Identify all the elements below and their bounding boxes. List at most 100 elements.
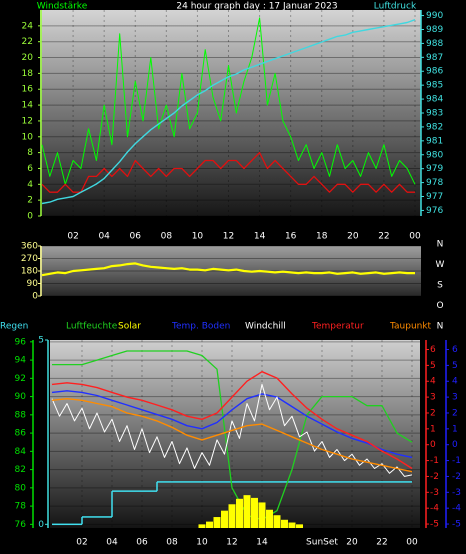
series-line bbox=[41, 17, 416, 185]
x-tick-label: 12 bbox=[223, 232, 234, 242]
direction-label: N bbox=[437, 240, 444, 250]
direction-label: N bbox=[437, 322, 444, 332]
y-tick-label: 4 bbox=[27, 180, 33, 190]
y-tick-label: 78 bbox=[15, 502, 27, 512]
y-tick-label: 989 bbox=[426, 25, 443, 35]
x-tick-label: 06 bbox=[136, 538, 148, 548]
y-tick-label: 24 bbox=[22, 21, 34, 31]
solar-bar bbox=[296, 524, 303, 528]
x-tick-label: 00 bbox=[409, 232, 421, 242]
x-tick-label: 22 bbox=[378, 232, 389, 242]
y-tick-label: 983 bbox=[426, 109, 443, 119]
y-tick-label: 4 bbox=[430, 377, 436, 387]
y-tick-label: -1 bbox=[452, 456, 461, 466]
series-line bbox=[51, 398, 413, 473]
x-tick-label: 22 bbox=[376, 538, 387, 548]
x-tick-label: 12 bbox=[226, 538, 237, 548]
y-tick-label: 3 bbox=[452, 393, 458, 403]
y-tick-label: 990 bbox=[426, 11, 443, 21]
legend-label: Taupunkt bbox=[389, 322, 432, 332]
y-tick-label: 180 bbox=[21, 267, 38, 277]
y-tick-label: -2 bbox=[430, 472, 439, 482]
y-tick-label: 1 bbox=[430, 424, 436, 434]
series-line bbox=[51, 371, 413, 470]
y-tick-label: -5 bbox=[430, 520, 439, 530]
y-tick-label: 86 bbox=[15, 429, 27, 439]
y-tick-label: 5 bbox=[430, 361, 436, 371]
y-tick-label: 22 bbox=[22, 37, 33, 47]
y-tick-label: 94 bbox=[15, 356, 27, 366]
y-tick-label: 2 bbox=[430, 408, 436, 418]
x-tick-label: 16 bbox=[285, 232, 297, 242]
y-tick-label: 6 bbox=[430, 345, 436, 355]
y-tick-label: 96 bbox=[15, 337, 27, 347]
direction-label: S bbox=[437, 281, 443, 291]
y-tick-label: 84 bbox=[15, 447, 27, 457]
y-tick-label: 8 bbox=[27, 148, 33, 158]
x-tick-label: 08 bbox=[166, 538, 178, 548]
y-axis-title: Windstärke bbox=[37, 2, 88, 12]
y-tick-label: 5 bbox=[452, 361, 458, 371]
y-tick-label: 976 bbox=[426, 206, 443, 216]
solar-bar bbox=[288, 522, 296, 528]
x-tick-label: SunSet bbox=[306, 538, 338, 548]
x-tick-label: 02 bbox=[67, 232, 78, 242]
x-tick-label: 14 bbox=[256, 538, 268, 548]
x-tick-label: 20 bbox=[347, 232, 359, 242]
x-tick-label: 06 bbox=[130, 232, 142, 242]
legend-label: Solar bbox=[118, 322, 141, 332]
solar-bar bbox=[206, 521, 213, 528]
legend-label: Luftfeuchte bbox=[66, 322, 118, 332]
y-tick-label: 978 bbox=[426, 178, 443, 188]
chart-title: 24 hour graph day : 17 Januar 2023 bbox=[176, 2, 337, 12]
x-tick-label: 08 bbox=[161, 232, 173, 242]
legend-label: Regen bbox=[0, 322, 28, 332]
y-tick-label: 360 bbox=[21, 242, 38, 252]
solar-bar bbox=[221, 510, 228, 528]
solar-bar bbox=[236, 498, 243, 528]
y-tick-label: 0 bbox=[27, 212, 33, 222]
series-line bbox=[41, 19, 416, 205]
y-tick-label: 18 bbox=[22, 69, 34, 79]
x-tick-label: 10 bbox=[196, 538, 208, 548]
direction-label: W bbox=[436, 260, 445, 270]
y-tick-label: 90 bbox=[15, 392, 27, 402]
y-tick-label: 10 bbox=[22, 132, 34, 142]
y-tick-label: 0 bbox=[430, 440, 436, 450]
x-tick-label: 04 bbox=[106, 538, 118, 548]
series-line bbox=[52, 350, 413, 521]
direction-label: O bbox=[436, 301, 443, 311]
y-tick-label: 6 bbox=[452, 345, 458, 355]
x-tick-label: 20 bbox=[346, 538, 358, 548]
y-tick-label: 2 bbox=[27, 196, 33, 206]
y-tick-label: 20 bbox=[22, 53, 34, 63]
y-tick-label: 92 bbox=[15, 374, 26, 384]
y-tick-label: 985 bbox=[426, 81, 443, 91]
y2-axis-title: Luftdruck bbox=[374, 2, 417, 12]
x-tick-label: 00 bbox=[406, 538, 418, 548]
y-tick-label: -5 bbox=[452, 520, 461, 530]
solar-bar bbox=[198, 524, 206, 528]
y-tick-label: 977 bbox=[426, 192, 443, 202]
solar-bar bbox=[273, 515, 281, 528]
y-tick-label: 979 bbox=[426, 164, 443, 174]
y-tick-label: 5 bbox=[38, 336, 44, 346]
y-tick-label: 4 bbox=[452, 377, 458, 387]
y-tick-label: 980 bbox=[426, 150, 443, 160]
y-tick-label: 76 bbox=[15, 520, 27, 530]
y-tick-label: 16 bbox=[22, 85, 34, 95]
x-tick-label: 14 bbox=[254, 232, 266, 242]
y-tick-label: 14 bbox=[22, 101, 34, 111]
y-tick-label: 2 bbox=[452, 408, 458, 418]
y-tick-label: 82 bbox=[15, 465, 26, 475]
y-tick-label: -1 bbox=[430, 456, 439, 466]
solar-bar bbox=[258, 502, 266, 528]
y-tick-label: 270 bbox=[21, 254, 38, 264]
series-line bbox=[51, 383, 413, 477]
y-tick-label: 80 bbox=[15, 483, 27, 493]
series-line bbox=[41, 151, 415, 193]
y-tick-label: -2 bbox=[452, 472, 461, 482]
y-tick-label: 987 bbox=[426, 53, 443, 63]
x-tick-label: 02 bbox=[76, 538, 87, 548]
solar-bar bbox=[228, 504, 236, 528]
